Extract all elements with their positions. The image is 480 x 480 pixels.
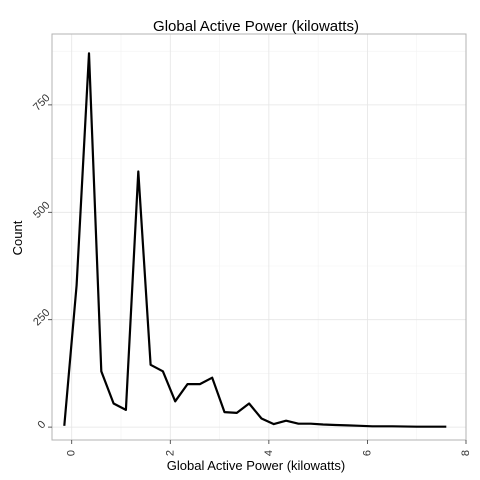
x-tick-label: 2 <box>164 450 176 456</box>
grid-lines <box>52 34 467 440</box>
x-tick-label: 6 <box>361 450 373 456</box>
x-axis-label: Global Active Power (kilowatts) <box>167 458 345 473</box>
chart-title: Global Active Power (kilowatts) <box>153 18 359 35</box>
x-tick-label: 4 <box>263 450 275 456</box>
x-tick-label: 0 <box>66 450 78 456</box>
y-axis-label: Count <box>10 220 25 255</box>
series-layer <box>63 52 447 428</box>
series-line-0 <box>63 52 447 428</box>
x-tick-label: 8 <box>460 450 472 456</box>
plot-panel <box>51 33 467 441</box>
